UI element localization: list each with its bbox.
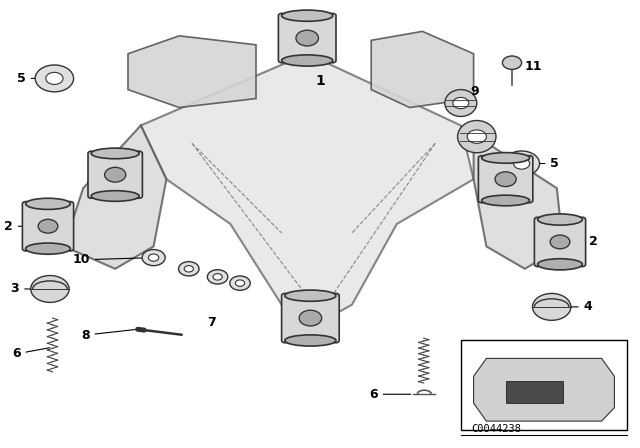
Circle shape	[38, 220, 58, 233]
Circle shape	[467, 130, 486, 143]
Circle shape	[148, 254, 159, 261]
Circle shape	[31, 276, 69, 302]
Polygon shape	[474, 134, 563, 269]
Ellipse shape	[91, 148, 140, 159]
Text: 4: 4	[554, 300, 593, 314]
Text: C0044238: C0044238	[472, 424, 522, 434]
Circle shape	[184, 266, 193, 272]
FancyBboxPatch shape	[534, 217, 586, 267]
Polygon shape	[506, 381, 563, 403]
Circle shape	[453, 98, 468, 109]
Circle shape	[495, 172, 516, 187]
Circle shape	[207, 270, 228, 284]
Polygon shape	[64, 125, 166, 269]
Ellipse shape	[482, 195, 530, 206]
Text: 3: 3	[11, 282, 47, 296]
Ellipse shape	[538, 214, 582, 225]
Text: 6: 6	[12, 347, 50, 361]
Ellipse shape	[282, 10, 333, 22]
Ellipse shape	[538, 259, 582, 270]
FancyBboxPatch shape	[88, 151, 142, 198]
Text: 5: 5	[524, 157, 559, 170]
Circle shape	[502, 56, 522, 69]
Ellipse shape	[282, 55, 333, 66]
Ellipse shape	[482, 153, 530, 163]
FancyBboxPatch shape	[479, 156, 532, 202]
Circle shape	[104, 168, 125, 182]
Circle shape	[513, 158, 530, 169]
Circle shape	[236, 280, 244, 286]
Circle shape	[550, 235, 570, 249]
Circle shape	[532, 293, 571, 320]
Text: 10: 10	[72, 253, 151, 267]
Ellipse shape	[26, 243, 70, 254]
Circle shape	[296, 30, 319, 46]
Circle shape	[213, 274, 222, 280]
FancyBboxPatch shape	[461, 340, 627, 430]
Circle shape	[504, 151, 540, 176]
Circle shape	[35, 65, 74, 92]
Text: 2: 2	[4, 220, 45, 233]
Text: 9: 9	[470, 85, 479, 99]
FancyBboxPatch shape	[22, 202, 74, 251]
Ellipse shape	[445, 90, 477, 116]
Ellipse shape	[91, 191, 140, 201]
Text: 6: 6	[369, 388, 411, 401]
FancyBboxPatch shape	[278, 13, 336, 63]
Ellipse shape	[285, 290, 336, 301]
Circle shape	[179, 262, 199, 276]
Ellipse shape	[458, 121, 496, 153]
FancyBboxPatch shape	[282, 293, 339, 343]
Text: 1: 1	[315, 73, 325, 88]
Polygon shape	[128, 36, 256, 108]
Circle shape	[46, 72, 63, 84]
Ellipse shape	[285, 335, 336, 346]
Text: 5: 5	[17, 72, 52, 85]
Ellipse shape	[26, 198, 70, 210]
Polygon shape	[141, 54, 474, 323]
Circle shape	[230, 276, 250, 290]
Text: 2: 2	[563, 235, 598, 249]
Circle shape	[299, 310, 322, 326]
Text: 11: 11	[525, 60, 542, 73]
Polygon shape	[474, 358, 614, 421]
Circle shape	[142, 250, 165, 266]
Text: 8: 8	[81, 328, 135, 342]
Text: 7: 7	[207, 316, 216, 329]
Polygon shape	[371, 31, 474, 108]
